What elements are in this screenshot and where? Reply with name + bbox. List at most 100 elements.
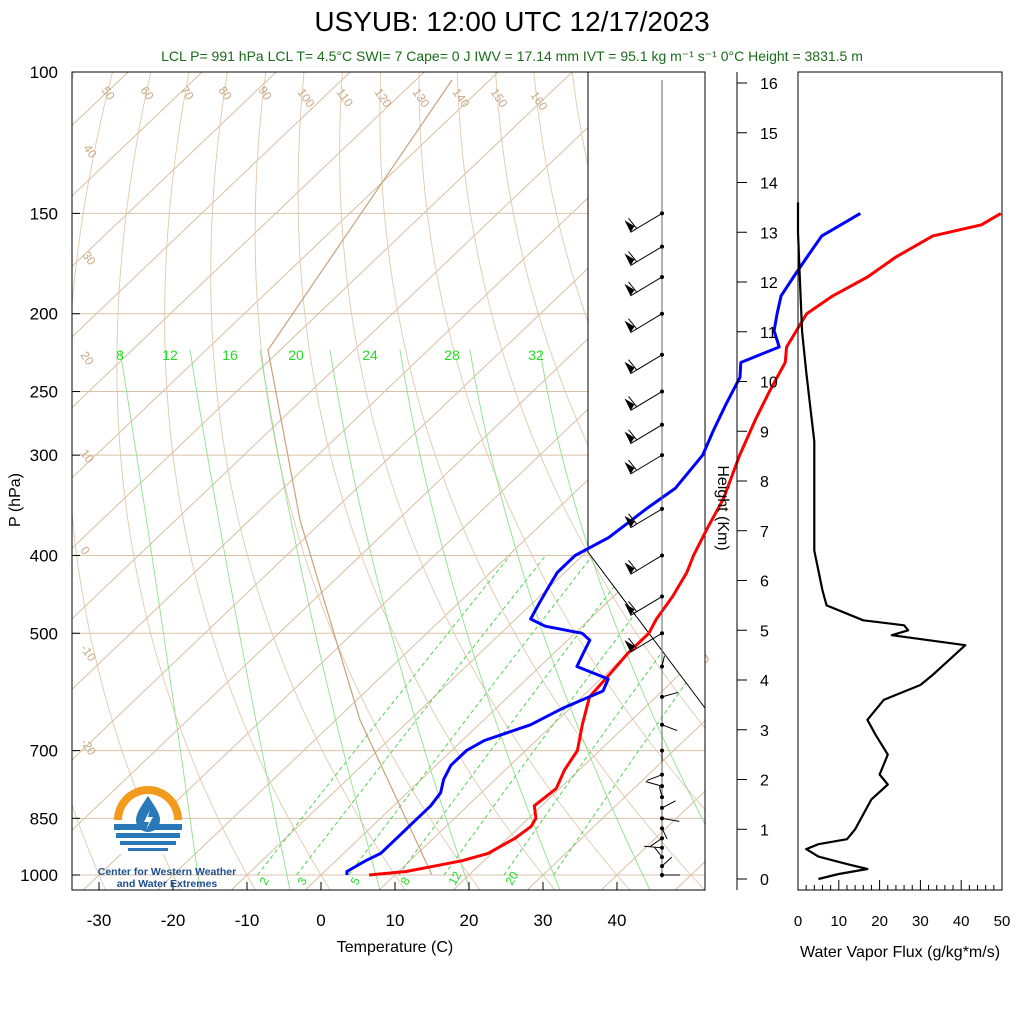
temp-tick-label: -10 <box>235 911 260 930</box>
wind-barb <box>630 212 663 233</box>
isotherm-label: 140 <box>450 86 473 111</box>
trapezoid-edge <box>587 72 706 709</box>
mixing-ratio-line <box>296 555 547 876</box>
mixing-ratio-bottom-label: 12 <box>445 869 464 888</box>
wind-barb <box>630 354 663 375</box>
temp-tick-label: 40 <box>608 911 627 930</box>
isotherm-line <box>526 720 705 890</box>
wind-barb-feather <box>628 601 637 612</box>
dry-adiabat-line <box>297 72 556 890</box>
mixing-ratio-line <box>257 555 511 876</box>
isotherm-line <box>72 72 499 479</box>
mixing-ratio-label: 24 <box>362 347 378 363</box>
dry-adiabat-line <box>725 72 1024 892</box>
wind-barb-flag <box>624 283 635 296</box>
wind-barb <box>630 555 663 575</box>
wind-barb <box>661 655 665 667</box>
pressure-tick-label: 100 <box>30 63 58 82</box>
mask-region <box>588 72 705 708</box>
isotherm-label: 30 <box>80 249 99 268</box>
wind-barb <box>630 454 663 475</box>
isotherm-label: 90 <box>256 84 275 103</box>
pressure-tick-label: 150 <box>30 204 58 223</box>
mixing-ratio-line <box>443 555 679 876</box>
isotherm-label: 50 <box>99 84 118 103</box>
isotherm-label: 120 <box>372 86 395 111</box>
isotherm-line <box>304 508 705 890</box>
logo-line-2: and Water Extremes <box>116 878 218 890</box>
isotherm-line <box>744 72 1024 895</box>
dry-adiabat-line <box>764 72 1024 892</box>
temp-tick-label: -20 <box>161 911 186 930</box>
dry-adiabat-line <box>379 72 705 890</box>
dry-adiabat-line <box>210 72 406 890</box>
wind-barb-flag <box>624 462 635 475</box>
moist-adiabat-line <box>539 349 705 826</box>
chart-title: USYUB: 12:00 UTC 12/17/2023 <box>314 6 710 37</box>
moist-adiabat-line <box>329 349 471 890</box>
mixing-ratio-bottom-label: 20 <box>502 869 521 888</box>
wind-barb-flag <box>624 361 635 374</box>
isotherm-line <box>72 85 705 690</box>
wind-barb-flag <box>624 603 635 616</box>
moist-adiabat-line <box>119 349 201 890</box>
wind-barb <box>661 828 668 840</box>
wind-barb-flag <box>624 640 635 653</box>
wind-barb <box>645 781 663 787</box>
wind-barb <box>646 774 663 782</box>
wind-barb-feather <box>628 459 637 471</box>
isotherm-line <box>72 72 647 620</box>
wind-barb-feather <box>628 429 637 440</box>
dewpoint-line <box>345 212 862 875</box>
isotherm-line <box>156 367 705 890</box>
wind-barb-feather <box>628 637 637 649</box>
wind-barb <box>630 632 663 653</box>
mixing-ratio-line <box>553 655 705 876</box>
wind-barb <box>630 276 663 297</box>
dry-adiabat-line <box>116 72 256 890</box>
isotherm-line <box>72 72 425 409</box>
wind-barb-feather <box>628 251 637 262</box>
pressure-tick-label: 700 <box>30 742 58 761</box>
isotherm-line <box>82 297 705 890</box>
wind-barb-feather <box>628 560 637 571</box>
isotherm-label: 70 <box>178 84 197 103</box>
wind-barb-feather <box>628 281 637 293</box>
mixing-ratio-bottom-label: 2 <box>256 874 272 887</box>
pressure-tick-label: 250 <box>30 383 58 402</box>
isotherm-line <box>378 579 705 890</box>
wind-barb-flag <box>624 320 635 333</box>
wind-barb <box>630 246 663 266</box>
wind-barb-flag <box>624 253 635 266</box>
mixing-ratio-bottom-label: 5 <box>347 874 363 887</box>
wind-barb-flag <box>624 515 635 528</box>
mixing-ratio-label: 20 <box>288 347 304 363</box>
isotherm-line <box>674 860 705 890</box>
temp-tick-label: 30 <box>534 911 553 930</box>
moist-adiabat-line <box>259 349 381 890</box>
isotherm-line <box>72 226 705 831</box>
wind-barb <box>649 837 663 847</box>
mixing-ratio-label: 8 <box>116 347 124 363</box>
dry-adiabat-line <box>72 72 181 890</box>
wind-barb <box>630 313 663 334</box>
wind-barb <box>661 856 673 867</box>
isotherm-line <box>818 72 1024 895</box>
temperature-axis-label: Temperature (C) <box>337 939 453 956</box>
wind-barb-flag <box>624 220 635 233</box>
dry-adiabat-line <box>686 72 705 145</box>
mixing-ratio-label: 32 <box>528 347 544 363</box>
wind-barb <box>654 846 663 858</box>
isotherm-label: 40 <box>81 142 100 161</box>
isotherm-label: 80 <box>216 84 235 103</box>
skewt-background-lines <box>72 72 1024 895</box>
wind-barb <box>630 508 663 529</box>
temp-tick-label: 10 <box>386 911 405 930</box>
isotherm-label: 160 <box>528 89 551 114</box>
wind-barb <box>661 724 678 732</box>
wind-barb-feather <box>628 513 637 525</box>
wind-barb <box>630 596 663 616</box>
isotherm-label: 10 <box>78 447 97 466</box>
wind-barb-feather <box>628 359 637 371</box>
